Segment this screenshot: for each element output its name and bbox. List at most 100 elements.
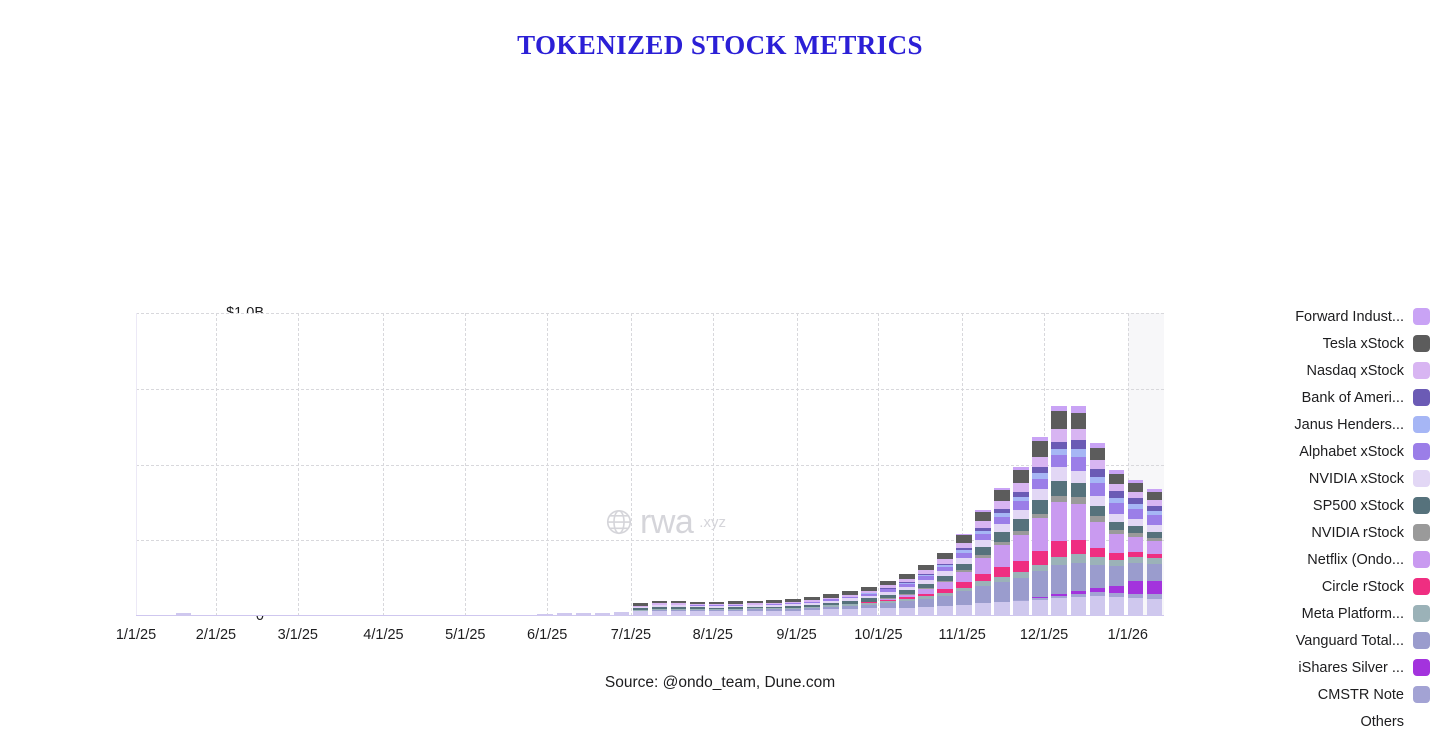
bar-segment <box>861 602 877 603</box>
bar-column[interactable] <box>537 613 554 616</box>
bar-segment <box>1013 519 1030 531</box>
legend-color-swatch <box>1413 497 1430 514</box>
bar-segment <box>1032 596 1049 599</box>
bar-column[interactable] <box>823 594 839 616</box>
bar-column[interactable] <box>956 534 972 616</box>
legend-item[interactable]: NVIDIA rStock <box>1180 519 1430 546</box>
bar-column[interactable] <box>861 586 877 616</box>
bar-segment <box>689 609 706 611</box>
legend-item[interactable]: Netflix (Ondo... <box>1180 546 1430 573</box>
bar-segment <box>651 606 668 609</box>
bar-segment <box>1127 498 1144 505</box>
bar-column[interactable] <box>1013 467 1030 616</box>
bar-segment <box>651 610 668 616</box>
bar-column[interactable] <box>937 553 953 616</box>
bar-segment <box>1032 500 1049 514</box>
bar-segment <box>689 610 706 616</box>
bar-segment <box>861 598 877 602</box>
bar-segment <box>918 589 934 594</box>
bar-segment <box>784 604 801 606</box>
bar-segment <box>975 521 991 528</box>
legend-item[interactable]: Nasdaq xStock <box>1180 357 1430 384</box>
bar-segment <box>1089 460 1106 469</box>
legend-item[interactable]: Tesla xStock <box>1180 330 1430 357</box>
legend-item[interactable]: Meta Platform... <box>1180 600 1430 627</box>
gridline <box>712 313 714 616</box>
bar-column[interactable] <box>1146 489 1163 616</box>
bar-segment <box>746 605 763 607</box>
bar-column[interactable] <box>765 600 782 616</box>
bar-segment <box>880 598 896 599</box>
bar-column[interactable] <box>594 612 611 616</box>
legend-color-swatch <box>1413 362 1430 379</box>
bar-segment <box>632 609 649 611</box>
bar-segment <box>727 601 744 604</box>
bar-segment <box>1032 513 1049 519</box>
bar-segment <box>632 605 649 607</box>
bar-column[interactable] <box>632 603 649 616</box>
bar-column[interactable] <box>575 612 592 616</box>
bar-column[interactable] <box>689 601 706 616</box>
bar-segment <box>727 608 744 610</box>
bar-segment <box>1146 580 1163 594</box>
bar-column[interactable] <box>1127 480 1144 616</box>
legend-item[interactable]: iShares Silver ... <box>1180 654 1430 681</box>
bar-column[interactable] <box>1032 437 1049 616</box>
bar-segment <box>956 582 972 588</box>
bar-segment <box>1032 437 1049 441</box>
legend-item[interactable]: Circle rStock <box>1180 573 1430 600</box>
bar-segment <box>937 606 953 616</box>
bar-column[interactable] <box>708 601 725 616</box>
bar-segment <box>765 610 782 616</box>
legend-item[interactable]: Janus Henders... <box>1180 411 1430 438</box>
bar-segment <box>1108 470 1125 475</box>
bar-segment <box>651 604 668 606</box>
legend-item[interactable]: Forward Indust... <box>1180 303 1430 330</box>
bar-column[interactable] <box>175 613 192 616</box>
bar-column[interactable] <box>899 573 915 616</box>
bar-column[interactable] <box>670 600 687 616</box>
bar-segment <box>937 595 953 607</box>
bar-segment <box>899 573 915 579</box>
legend-item[interactable]: NVIDIA xStock <box>1180 465 1430 492</box>
bar-column[interactable] <box>556 613 573 616</box>
bar-column[interactable] <box>613 612 630 616</box>
bar-column[interactable] <box>727 601 744 616</box>
bar-segment <box>823 594 839 598</box>
bar-segment <box>727 610 744 616</box>
legend-item[interactable]: Others <box>1180 708 1430 735</box>
bar-column[interactable] <box>1089 442 1106 616</box>
bar-segment <box>994 489 1010 502</box>
legend-item[interactable]: SP500 xStock <box>1180 492 1430 519</box>
legend-color-swatch <box>1413 389 1430 406</box>
bar-column[interactable] <box>918 564 934 616</box>
bar-column[interactable] <box>1070 406 1087 616</box>
bar-segment <box>689 605 706 607</box>
bar-column[interactable] <box>994 487 1010 616</box>
legend-item[interactable]: Alphabet xStock <box>1180 438 1430 465</box>
bar-segment <box>1146 531 1163 538</box>
bar-segment <box>880 585 896 588</box>
bar-column[interactable] <box>651 600 668 616</box>
bar-segment <box>975 527 991 531</box>
bar-column[interactable] <box>1051 405 1068 616</box>
bar-segment <box>899 590 915 594</box>
bar-column[interactable] <box>804 597 820 616</box>
bar-column[interactable] <box>975 510 991 616</box>
bar-segment <box>1051 502 1068 541</box>
bar-column[interactable] <box>880 580 896 616</box>
bar-column[interactable] <box>784 598 801 616</box>
bar-segment <box>1013 600 1030 602</box>
legend-item[interactable]: Vanguard Total... <box>1180 627 1430 654</box>
bar-segment <box>746 610 763 616</box>
bar-segment <box>994 516 1010 524</box>
legend-item[interactable]: Bank of Ameri... <box>1180 384 1430 411</box>
bar-segment <box>1013 601 1030 616</box>
bar-segment <box>1070 553 1087 563</box>
bar-segment <box>1089 547 1106 557</box>
legend-item[interactable]: CMSTR Note <box>1180 681 1430 708</box>
bar-column[interactable] <box>842 590 858 616</box>
bar-column[interactable] <box>1108 470 1125 616</box>
bar-column[interactable] <box>746 600 763 616</box>
bar-segment <box>880 588 896 590</box>
